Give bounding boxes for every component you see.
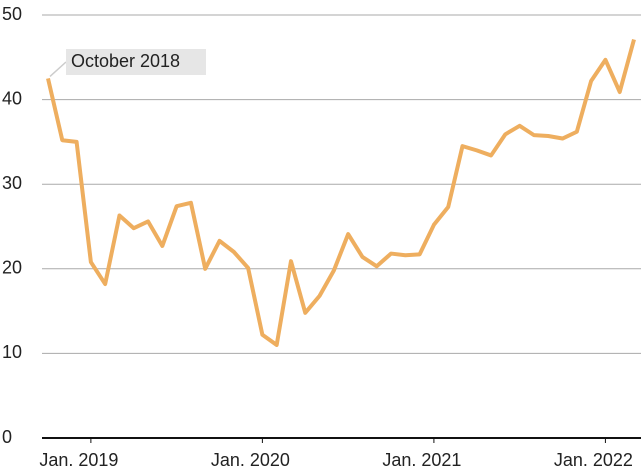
annotation-leader (49, 61, 67, 78)
y-tick-label: 40 (2, 88, 22, 108)
y-tick-label: 20 (2, 258, 22, 278)
x-tick-label: Jan. 2021 (382, 450, 461, 470)
x-tick-label: Jan. 2020 (211, 450, 290, 470)
annotation-box (66, 49, 206, 75)
line (46, 39, 636, 347)
annotation: October 2018 (71, 51, 180, 71)
x-tick-label: Jan. 2019 (39, 450, 118, 470)
y-tick-label: 30 (2, 173, 22, 193)
y-tick-label: 10 (2, 342, 22, 362)
y-tick-label: 0 (2, 427, 12, 447)
y-tick-label: 50 (2, 4, 22, 24)
x-tick-label: Jan. 2022 (554, 450, 633, 470)
